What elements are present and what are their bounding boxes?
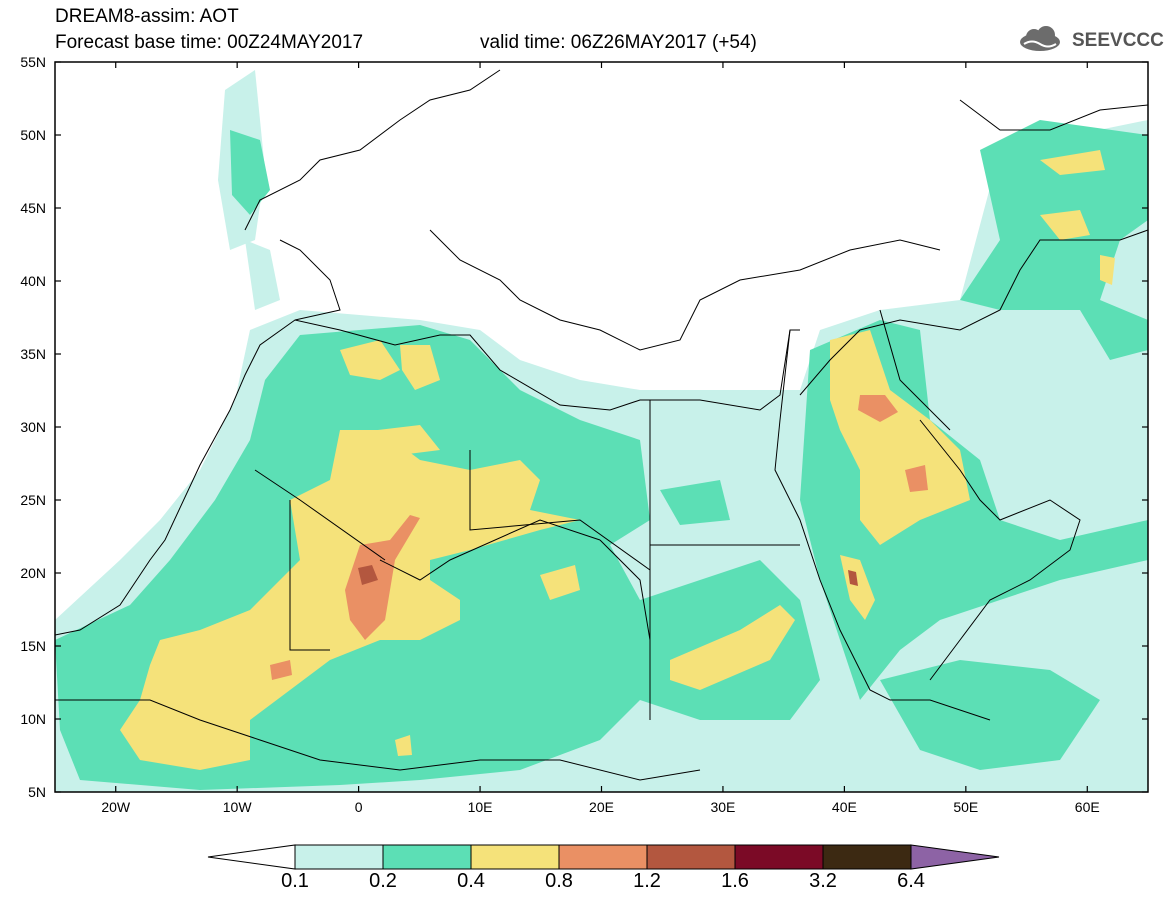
colorbar-label: 3.2 <box>809 870 837 892</box>
lat-label: 20N <box>20 565 46 581</box>
colorbar-segment <box>734 844 824 870</box>
lon-label: 20E <box>589 799 614 815</box>
aot-band-1.2 <box>358 565 858 586</box>
lat-label: 45N <box>20 200 46 216</box>
aot-fields <box>55 70 1148 792</box>
coastlines <box>55 69 1148 781</box>
colorbar-segment <box>822 844 912 870</box>
lat-label: 5N <box>28 784 46 800</box>
colorbar-segment <box>294 844 384 870</box>
lon-label: 60E <box>1074 799 1100 815</box>
lat-label: 55N <box>20 54 46 70</box>
colorbar-label: 1.2 <box>633 870 661 892</box>
colorbar-label: 0.2 <box>369 870 397 892</box>
axis-ticks <box>55 61 1148 793</box>
lon-label: 0 <box>354 799 363 815</box>
lon-label: 40E <box>831 799 857 815</box>
colorbar-label: 0.4 <box>457 870 485 892</box>
colorbar-segment <box>558 844 648 870</box>
lat-label: 10N <box>20 711 46 727</box>
lat-label: 15N <box>20 638 46 654</box>
lat-label: 35N <box>20 346 46 362</box>
lat-label: 40N <box>20 273 46 289</box>
aot-band-0.8 <box>270 395 928 680</box>
forecast-base-time: Forecast base time: 00Z24MAY2017 <box>55 32 364 53</box>
colorbar-label: 0.8 <box>545 870 573 892</box>
lon-label: 10W <box>222 799 252 815</box>
lat-label: 50N <box>20 127 46 143</box>
colorbar-segment <box>646 844 736 870</box>
lat-label: 30N <box>20 419 46 435</box>
map-title: DREAM8-assim: AOT <box>55 6 239 27</box>
colorbar <box>207 844 1000 870</box>
lat-label: 25N <box>20 492 46 508</box>
colorbar-arrow-high <box>910 844 1000 870</box>
colorbar-segment <box>382 844 472 870</box>
logo-text: SEEVCCC <box>1072 30 1164 51</box>
colorbar-segment <box>470 844 560 870</box>
lon-label: 50E <box>953 799 979 815</box>
lon-label: 10E <box>467 799 493 815</box>
lon-label: 20W <box>101 799 131 815</box>
colorbar-label: 0.1 <box>281 870 309 892</box>
colorbar-label: 1.6 <box>721 870 749 892</box>
seevccc-logo <box>1020 26 1060 51</box>
valid-time: valid time: 06Z26MAY2017 (+54) <box>480 32 757 53</box>
colorbar-label: 6.4 <box>897 870 925 892</box>
colorbar-arrow-low <box>207 844 296 870</box>
lon-label: 30E <box>710 799 736 815</box>
